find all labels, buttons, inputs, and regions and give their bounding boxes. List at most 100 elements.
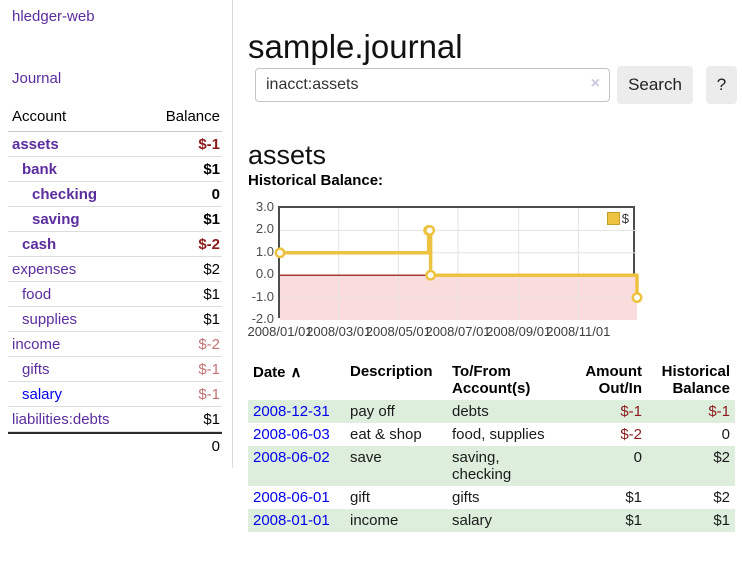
transaction-balance: $-1 <box>708 403 730 420</box>
transaction-amount: $-1 <box>620 403 642 420</box>
transaction-balance: $2 <box>713 449 730 466</box>
column-header-date[interactable]: Date ∧ <box>248 360 345 400</box>
transaction-accounts: salary <box>447 509 565 532</box>
account-row: bank $1 <box>8 157 222 182</box>
transaction-balance: $1 <box>713 512 730 529</box>
accounts-total-row: 0 <box>8 432 222 459</box>
accounts-list: assets $-1 bank $1 checking 0 saving $1 cash $-2 e… <box>8 132 222 432</box>
help-button[interactable]: ? <box>706 66 737 104</box>
transaction-date-link[interactable]: 2008-06-01 <box>253 489 330 506</box>
data-point-marker <box>424 224 436 236</box>
account-row: income $-2 <box>8 332 222 357</box>
transaction-date-cell: 2008-01-01 <box>248 509 345 532</box>
sidebar-item-journal[interactable]: Journal <box>12 70 62 87</box>
transaction-accounts: saving, checking <box>447 446 565 486</box>
transaction-description: income <box>350 512 399 529</box>
account-balance: $1 <box>203 210 220 228</box>
transaction-date-cell: 2008-12-31 <box>248 400 345 423</box>
transaction-accounts-text: gifts <box>452 489 480 506</box>
transaction-date-cell: 2008-06-01 <box>248 486 345 509</box>
data-point-marker <box>274 247 286 259</box>
y-axis-tick-label: -1.0 <box>251 288 274 304</box>
transaction-date-link[interactable]: 2008-06-02 <box>253 449 330 466</box>
chart-title: Historical Balance: <box>248 172 384 189</box>
clear-search-icon[interactable]: × <box>590 75 600 92</box>
account-link-checking[interactable]: checking <box>32 185 98 203</box>
balance-column-header: Balance <box>165 108 220 125</box>
chart-plot-area: $ <box>274 206 643 320</box>
transaction-description: save <box>350 449 382 466</box>
account-balance: $-1 <box>198 385 220 403</box>
account-row: salary $-1 <box>8 382 222 407</box>
account-link-bank[interactable]: bank <box>22 160 58 178</box>
y-axis-tick-label: 3.0 <box>255 199 274 214</box>
account-link-food[interactable]: food <box>22 285 52 303</box>
account-balance: $-1 <box>198 135 220 153</box>
account-link-gifts[interactable]: gifts <box>22 360 50 378</box>
transaction-balance: $2 <box>713 489 730 506</box>
transaction-date-cell: 2008-06-03 <box>248 423 345 446</box>
transaction-date-link[interactable]: 2008-01-01 <box>253 512 330 529</box>
account-link-salary[interactable]: salary <box>22 385 63 403</box>
account-link-supplies[interactable]: supplies <box>22 310 78 328</box>
accounts-total-value: 0 <box>211 438 220 455</box>
transaction-row: 2008-06-01 gift gifts $1 $2 <box>248 486 735 509</box>
account-balance: $-2 <box>198 335 220 353</box>
x-axis-tick-label: 2008/07/01 <box>425 324 491 339</box>
account-column-header: Account <box>12 108 67 125</box>
transaction-description: pay off <box>350 403 395 420</box>
y-axis-tick-label: -2.0 <box>251 311 274 326</box>
transaction-accounts: debts <box>447 400 565 423</box>
chart-legend: $ <box>604 210 631 227</box>
transactions-header-row: Date ∧ Description To/From Account(s) Amo… <box>248 360 735 400</box>
transaction-accounts: food, supplies <box>447 423 565 446</box>
transaction-balance: 0 <box>721 426 730 443</box>
transaction-amount: $1 <box>625 489 642 506</box>
transaction-row: 2008-06-03 eat & shop food, supplies $-2 0 <box>248 423 735 446</box>
legend-swatch-icon <box>606 212 620 225</box>
account-balance: $1 <box>203 160 220 178</box>
account-balance: $1 <box>203 410 220 428</box>
account-row: liabilities:debts $1 <box>8 407 222 432</box>
search-input[interactable] <box>255 68 610 102</box>
sidebar-divider <box>232 0 233 468</box>
accounts-balance-table: Account Balance assets $-1 bank $1 checking 0… <box>8 104 222 459</box>
search-box: × <box>255 68 610 102</box>
transaction-row: 2008-01-01 income salary $1 $1 <box>248 509 735 532</box>
account-row: assets $-1 <box>8 132 222 157</box>
account-row: gifts $-1 <box>8 357 222 382</box>
transactions-table: Date ∧ Description To/From Account(s) Amo… <box>248 360 735 532</box>
transaction-date-link[interactable]: 2008-06-03 <box>253 426 330 443</box>
x-axis-tick-label: 2008/05/01 <box>365 324 431 339</box>
account-link-liabilities-debts[interactable]: liabilities:debts <box>12 410 110 428</box>
date-header-label: Date <box>253 364 286 381</box>
transaction-accounts-text: salary <box>452 512 493 529</box>
account-balance: $-2 <box>198 235 220 253</box>
y-axis-tick-label: 0.0 <box>255 266 274 282</box>
account-balance: $1 <box>203 285 220 303</box>
account-link-expenses[interactable]: expenses <box>12 260 77 278</box>
account-link-cash[interactable]: cash <box>22 235 57 253</box>
x-axis-tick-label: 2008/11/01 <box>546 324 611 339</box>
y-axis-tick-label: 1.0 <box>255 243 274 259</box>
account-link-assets[interactable]: assets <box>12 135 59 153</box>
app-title-link[interactable]: hledger-web <box>12 8 95 25</box>
page-title: sample.journal <box>248 28 463 66</box>
chart-canvas <box>274 208 643 320</box>
transaction-row: 2008-06-02 save saving, checking 0 $2 <box>248 446 735 486</box>
column-header-balance: Historical Balance <box>661 363 730 397</box>
account-row: food $1 <box>8 282 222 307</box>
search-button[interactable]: Search <box>617 66 693 104</box>
account-link-saving[interactable]: saving <box>32 210 80 228</box>
account-row: saving $1 <box>8 207 222 232</box>
transaction-amount: $1 <box>625 512 642 529</box>
transaction-row: 2008-12-31 pay off debts $-1 $-1 <box>248 400 735 423</box>
transaction-description: eat & shop <box>350 426 422 443</box>
sort-ascending-icon: ∧ <box>290 364 302 381</box>
x-axis-tick-label: 2008/01/01 <box>247 324 313 339</box>
account-link-income[interactable]: income <box>12 335 61 353</box>
transaction-date-link[interactable]: 2008-12-31 <box>253 403 330 420</box>
data-point-marker <box>425 269 437 281</box>
transaction-description: gift <box>350 489 371 506</box>
accounts-table-header: Account Balance <box>8 104 222 132</box>
